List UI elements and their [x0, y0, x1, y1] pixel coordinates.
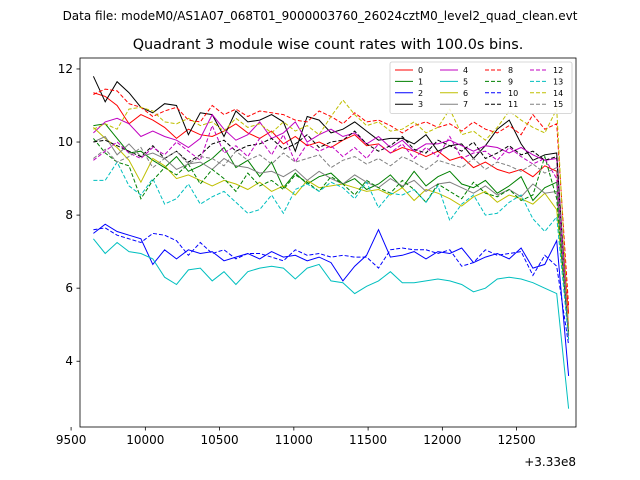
- legend-label-12: 12: [553, 66, 563, 75]
- legend-label-4: 4: [463, 66, 468, 75]
- x-tick-label: 10500: [200, 433, 238, 447]
- plot-frame: [79, 57, 577, 428]
- series-line-6: [93, 127, 570, 333]
- legend-label-1: 1: [418, 77, 423, 86]
- series-line-10: [93, 227, 570, 345]
- legend-label-7: 7: [463, 100, 468, 109]
- x-tick-label: 9500: [56, 433, 87, 447]
- legend-label-5: 5: [463, 77, 468, 86]
- y-tick-label: 4: [65, 354, 73, 368]
- series-layer: [92, 76, 570, 409]
- series-line-11: [93, 130, 570, 340]
- x-tick-label: 10000: [126, 433, 164, 447]
- legend-label-9: 9: [508, 77, 513, 86]
- series-line-13: [93, 161, 570, 340]
- legend-label-15: 15: [553, 100, 563, 109]
- series-line-9: [93, 138, 570, 334]
- x-tick-label: 12000: [423, 433, 461, 447]
- series-line-12: [93, 124, 570, 329]
- x-axis: 9500 10000 10500 11000 11500 12000 12500: [56, 427, 536, 447]
- series-line-0: [93, 92, 570, 314]
- series-line-2: [93, 223, 570, 376]
- series-line-3: [92, 76, 570, 336]
- legend-label-10: 10: [508, 89, 518, 98]
- x-tick-label: 11500: [349, 433, 387, 447]
- legend-label-3: 3: [418, 100, 423, 109]
- y-tick-label: 12: [58, 62, 73, 76]
- series-line-4: [93, 113, 570, 329]
- legend-label-2: 2: [418, 89, 423, 98]
- legend-box: [389, 61, 573, 114]
- chart-suptitle: Data file: modeM0/AS1A07_068T01_90000037…: [63, 9, 578, 23]
- x-tick-label: 11000: [275, 433, 313, 447]
- y-axis: 4 6 8 10 12: [58, 62, 80, 368]
- series-line-7: [93, 135, 570, 336]
- legend-label-11: 11: [508, 100, 518, 109]
- series-line-5: [93, 238, 570, 409]
- legend-label-0: 0: [418, 66, 423, 75]
- legend-label-14: 14: [553, 89, 563, 98]
- legend-label-6: 6: [463, 89, 468, 98]
- y-tick-label: 10: [58, 135, 73, 149]
- series-line-15: [93, 146, 570, 334]
- series-line-14: [93, 99, 570, 329]
- y-tick-label: 6: [65, 281, 73, 295]
- chart-title: Quadrant 3 module wise count rates with …: [133, 37, 524, 53]
- x-tick-label: 12500: [498, 433, 536, 447]
- y-tick-label: 8: [65, 208, 73, 222]
- legend-label-8: 8: [508, 66, 513, 75]
- x-offset-label: +3.33e8: [524, 455, 576, 469]
- legend-label-13: 13: [553, 77, 563, 86]
- series-line-1: [93, 123, 570, 329]
